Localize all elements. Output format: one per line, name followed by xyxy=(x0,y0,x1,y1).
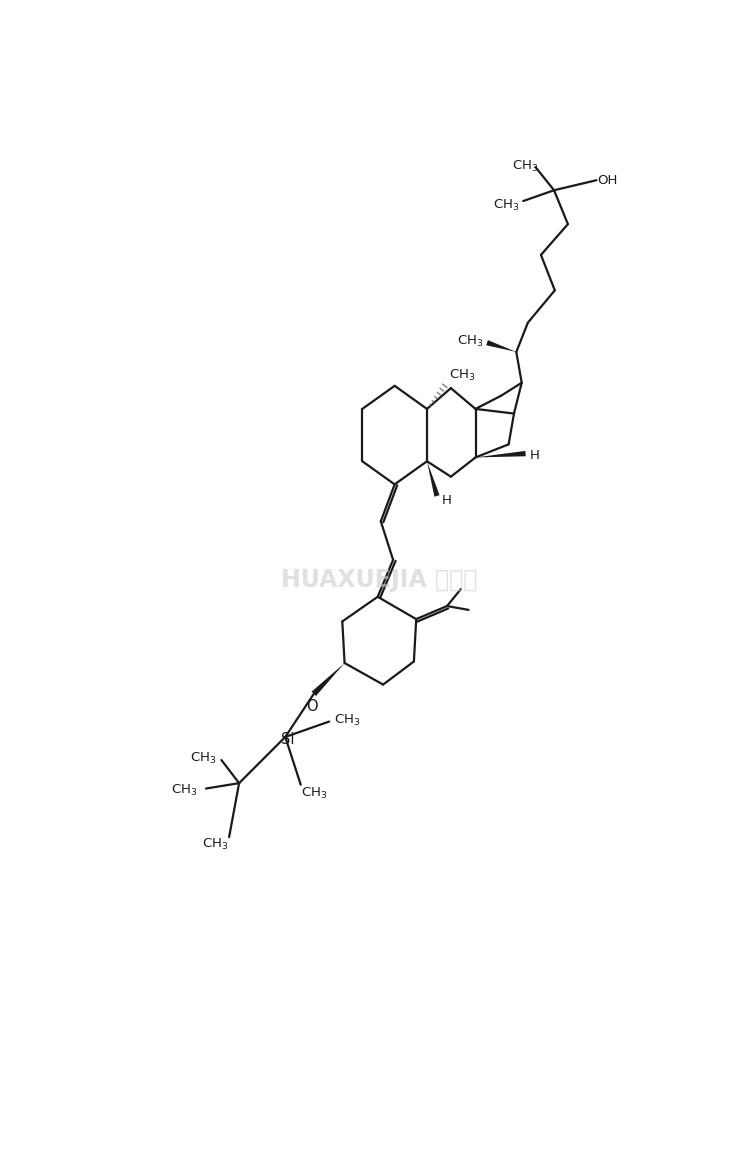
Text: OH: OH xyxy=(597,175,617,187)
Text: CH$_3$: CH$_3$ xyxy=(301,786,328,802)
Text: CH$_3$: CH$_3$ xyxy=(202,838,229,853)
Text: Si: Si xyxy=(281,732,295,747)
Text: H: H xyxy=(530,448,539,462)
Text: CH$_3$: CH$_3$ xyxy=(457,333,483,348)
Text: CH$_3$: CH$_3$ xyxy=(334,712,361,727)
Text: HUAXUEJIA 化学加: HUAXUEJIA 化学加 xyxy=(281,568,477,592)
Text: CH$_3$: CH$_3$ xyxy=(493,198,519,214)
Text: CH$_3$: CH$_3$ xyxy=(190,751,217,766)
Polygon shape xyxy=(427,461,440,496)
Text: CH$_3$: CH$_3$ xyxy=(511,159,538,173)
Polygon shape xyxy=(486,340,517,352)
Text: CH$_3$: CH$_3$ xyxy=(448,368,475,383)
Text: O: O xyxy=(306,699,318,714)
Text: H: H xyxy=(441,494,451,507)
Text: CH$_3$: CH$_3$ xyxy=(171,782,198,797)
Polygon shape xyxy=(312,663,345,696)
Polygon shape xyxy=(476,450,525,457)
